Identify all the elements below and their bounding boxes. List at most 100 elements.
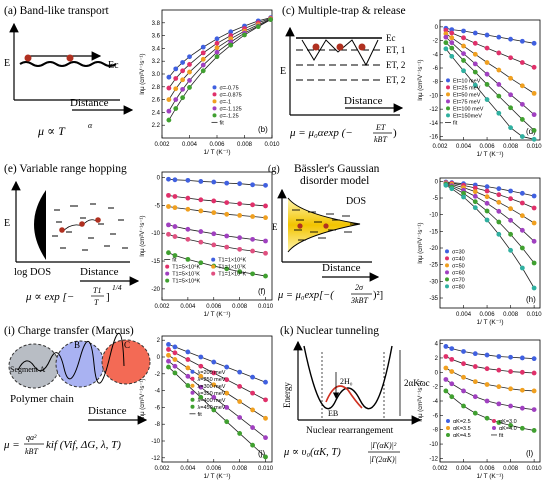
h0-label: 2H₀ bbox=[340, 377, 353, 386]
legend-marker bbox=[165, 278, 170, 283]
data-point bbox=[172, 363, 178, 369]
data-point bbox=[484, 71, 490, 77]
segment-a-label: Segment A bbox=[10, 365, 46, 374]
axis-e-label: E bbox=[4, 218, 10, 229]
data-point bbox=[214, 36, 220, 42]
data-point bbox=[449, 30, 455, 36]
legend-label: T1=1×10⁷K bbox=[218, 264, 246, 271]
legend-label: λ=450 meV bbox=[198, 405, 226, 411]
data-point bbox=[449, 394, 455, 400]
legend-label: fit bbox=[499, 433, 504, 439]
y-tick-label: 2.8 bbox=[152, 85, 161, 91]
data-point bbox=[531, 193, 537, 199]
distance-label: Distance bbox=[70, 97, 109, 109]
data-point bbox=[531, 356, 537, 362]
data-point bbox=[237, 201, 243, 207]
segment-c bbox=[101, 339, 151, 385]
data-point bbox=[531, 40, 537, 46]
data-point bbox=[472, 364, 478, 369]
polymer-chain bbox=[17, 332, 125, 384]
y-axis-label: lnμ (cm²V⁻¹s⁻¹) bbox=[140, 53, 146, 94]
y-tick-label: -35 bbox=[429, 296, 438, 302]
x-tick-label: 0.004 bbox=[456, 466, 472, 472]
x-tick-label: 0.010 bbox=[527, 312, 543, 318]
data-point bbox=[166, 108, 172, 114]
legend-label: σ=-1 bbox=[220, 99, 232, 105]
formula-k-num: |Γ(αK)|² bbox=[370, 441, 397, 450]
y-tick-label: -2 bbox=[433, 39, 439, 45]
data-point bbox=[484, 415, 490, 421]
data-point bbox=[224, 233, 230, 239]
y-tick-label: 2 bbox=[435, 356, 439, 362]
x-tick-label: 0.010 bbox=[527, 466, 543, 472]
data-point bbox=[187, 54, 192, 60]
data-point bbox=[237, 399, 243, 404]
data-point bbox=[185, 226, 191, 232]
y-tick-label: -10 bbox=[429, 93, 438, 99]
data-point bbox=[443, 31, 449, 37]
level-et1-label: ET, 1 bbox=[386, 45, 405, 55]
legend-marker bbox=[212, 85, 217, 90]
charts-layer: 0.002 0.004 0.006 0.008 0.010 2.2 2.4 2.6 2.8 3.0… bbox=[140, 9, 543, 480]
legend-label: λ=250 meV bbox=[198, 377, 226, 383]
data-point bbox=[172, 177, 178, 183]
data-point bbox=[198, 384, 204, 390]
data-point bbox=[211, 198, 217, 204]
data-point bbox=[496, 110, 502, 116]
data-point bbox=[484, 398, 490, 404]
axis-e-label: E bbox=[272, 222, 278, 232]
data-point bbox=[224, 200, 230, 206]
legend-label: λ=200 meV bbox=[198, 370, 226, 376]
legend-label: αK=4.5 bbox=[453, 433, 471, 439]
data-point bbox=[180, 95, 186, 101]
data-point bbox=[211, 210, 217, 216]
data-point bbox=[185, 383, 191, 388]
y-tick-label: 0 bbox=[435, 25, 439, 31]
legend-label: fit bbox=[220, 120, 225, 126]
legend-label: T1=1×10⁶K bbox=[218, 257, 246, 264]
data-point bbox=[237, 246, 243, 252]
data-point bbox=[263, 250, 268, 256]
data-point bbox=[263, 379, 268, 385]
formula-c-den: kBT bbox=[374, 135, 387, 144]
data-point bbox=[508, 125, 513, 131]
data-point bbox=[508, 403, 513, 409]
legend-marker bbox=[212, 106, 217, 111]
formula-i-lhs: μ = bbox=[3, 439, 20, 451]
data-point bbox=[496, 384, 502, 390]
data-point bbox=[484, 45, 490, 51]
data-point bbox=[198, 373, 204, 379]
carrier-dot bbox=[323, 223, 329, 229]
legend-marker bbox=[211, 264, 216, 269]
dos-label: DOS bbox=[346, 196, 366, 207]
data-point bbox=[508, 206, 513, 212]
data-point bbox=[250, 236, 255, 242]
data-point bbox=[211, 394, 217, 400]
chart-l: 0.002 0.004 0.006 0.008 0.010 4 2 0 -2 -4 -6 -8 -10 -… bbox=[418, 339, 543, 480]
dos-shape bbox=[34, 190, 46, 260]
fit-line bbox=[168, 19, 271, 112]
data-point bbox=[268, 17, 274, 22]
x-axis-label: 1/ T (K⁻¹) bbox=[203, 473, 230, 480]
data-point bbox=[224, 180, 230, 186]
legend-marker bbox=[446, 85, 450, 90]
data-point bbox=[496, 186, 502, 192]
data-point bbox=[211, 179, 217, 185]
data-point bbox=[472, 379, 478, 385]
legend-marker bbox=[446, 92, 450, 97]
legend-marker bbox=[446, 425, 450, 430]
data-point bbox=[237, 269, 243, 275]
data-point bbox=[172, 357, 178, 362]
data-point bbox=[173, 86, 179, 92]
data-point bbox=[449, 356, 455, 362]
legend-marker bbox=[445, 270, 449, 275]
data-point bbox=[472, 40, 478, 46]
data-point bbox=[461, 374, 466, 380]
data-point bbox=[166, 192, 171, 198]
data-point bbox=[166, 222, 171, 228]
legend-label: Et=75 meV bbox=[453, 99, 481, 105]
data-point bbox=[172, 194, 178, 199]
segment-c-label: C bbox=[124, 340, 130, 350]
data-point bbox=[185, 357, 191, 362]
plot-frame bbox=[161, 9, 273, 139]
